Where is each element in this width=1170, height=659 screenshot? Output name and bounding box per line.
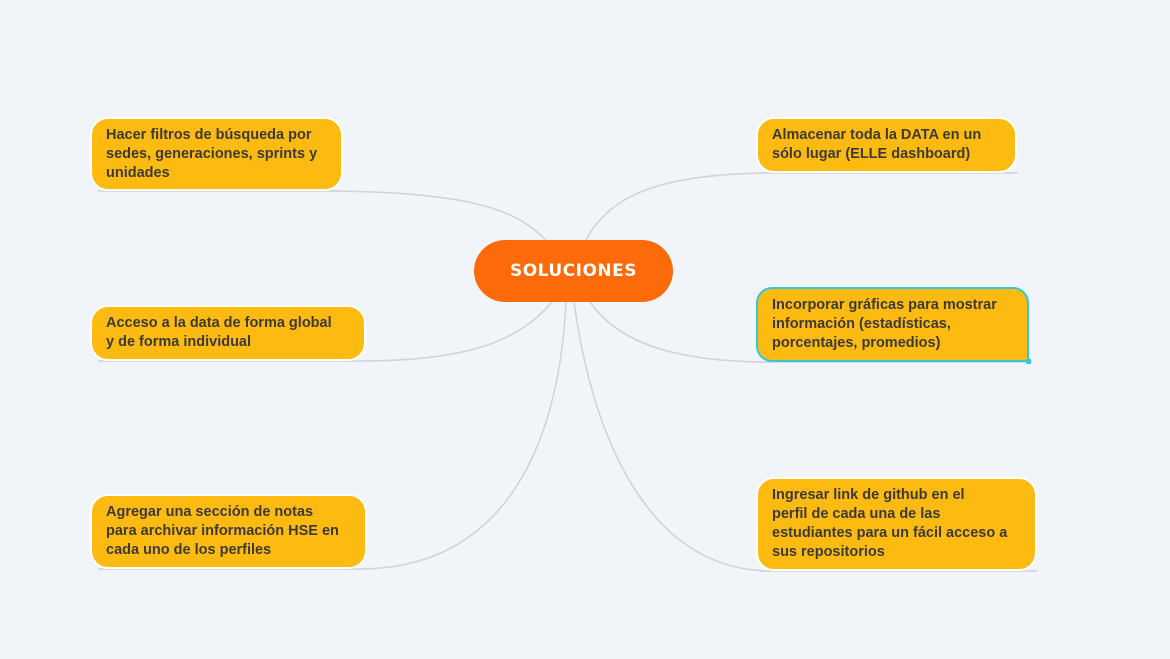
topic-graficas[interactable]: Incorporar gráficas para mostrar informa…	[756, 287, 1031, 364]
topic-notas[interactable]: Agregar una sección de notas para archiv…	[90, 494, 367, 569]
resize-handle[interactable]	[1026, 359, 1031, 364]
branch-filtros	[329, 190, 549, 244]
branch-graficas	[589, 301, 771, 363]
topic-github[interactable]: Ingresar link de github en el perfil de …	[756, 477, 1037, 571]
branch-almacenar	[585, 172, 771, 241]
topic-label: Ingresar link de github en el perfil de …	[772, 487, 1008, 560]
topic-label: Incorporar gráficas para mostrar informa…	[772, 297, 997, 351]
topic-almacenar[interactable]: Almacenar toda la DATA en un sólo lugar …	[756, 117, 1017, 173]
topic-label: Acceso a la data de forma global y de fo…	[106, 315, 332, 350]
topic-label: Almacenar toda la DATA en un sólo lugar …	[772, 127, 982, 162]
branch-notas	[359, 301, 567, 570]
branch-acceso	[359, 301, 553, 362]
central-topic[interactable]: SOLUCIONES	[474, 240, 673, 302]
topic-label: Hacer filtros de búsqueda por sedes, gen…	[106, 126, 318, 181]
topic-filtros[interactable]: Hacer filtros de búsqueda por sedes, gen…	[90, 117, 343, 191]
branch-github	[573, 301, 771, 572]
topic-label: Agregar una sección de notas para archiv…	[106, 504, 339, 558]
central-topic-label: SOLUCIONES	[509, 261, 638, 281]
topic-acceso[interactable]: Acceso a la data de forma global y de fo…	[90, 305, 366, 361]
